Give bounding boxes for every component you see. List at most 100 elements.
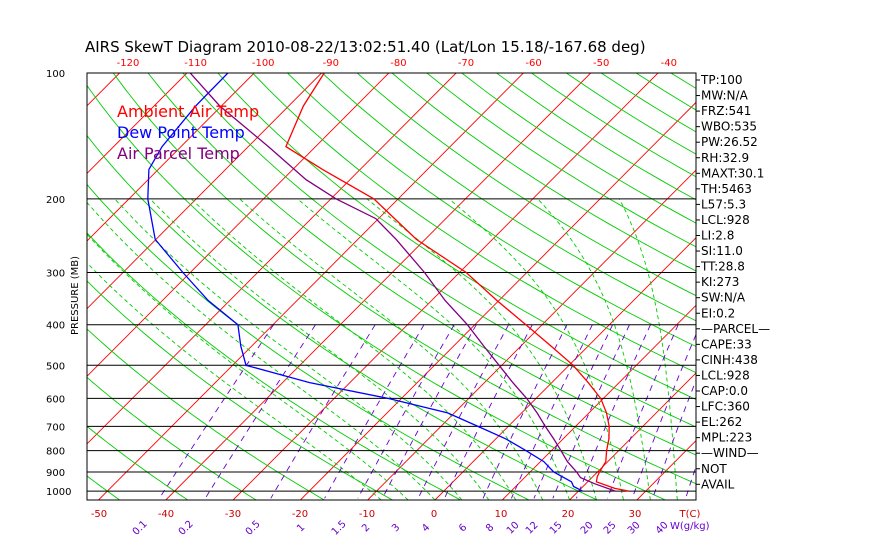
bottom-temp-tick-label: -20: [292, 509, 308, 520]
moist-adiabat-line: [149, 198, 490, 500]
moist-adiabat-line: [448, 198, 624, 500]
series-ambient-air-temp: [285, 73, 630, 492]
mixing-ratio-unit: W(g/kg): [670, 521, 710, 532]
mixing-ratio-line: [381, 324, 477, 499]
top-temp-tick-label: -50: [593, 58, 609, 69]
stat-item: TH:5463: [700, 182, 752, 196]
stat-item: —WIND—: [701, 446, 759, 460]
stat-item: TP:100: [700, 73, 743, 87]
moist-adiabat-line: [537, 198, 651, 500]
dry-adiabat-line: [391, 73, 696, 272]
stat-item: L57:5.3: [701, 197, 746, 211]
bottom-temp-tick-label: -50: [91, 509, 107, 520]
pressure-tick-label: 100: [46, 69, 65, 80]
top-temp-tick-label: -120: [117, 58, 140, 69]
moist-adiabat-line: [87, 201, 436, 500]
mixing-ratio-label: 10: [505, 520, 522, 537]
stat-item: MPL:223: [701, 431, 752, 445]
pressure-tick-label: 300: [46, 269, 65, 280]
moist-adiabat-line: [87, 233, 409, 500]
mixing-ratio-line: [482, 324, 568, 499]
isotherm-line: [87, 73, 457, 445]
mixing-ratio-line: [444, 324, 533, 499]
moist-adiabat-line: [190, 198, 517, 500]
mixing-ratio-label: 8: [484, 522, 496, 534]
moist-adiabat-line: [366, 198, 597, 500]
series-line: [147, 73, 583, 492]
mixing-ratio-line: [533, 324, 614, 499]
top-temp-tick-label: -100: [252, 58, 275, 69]
mixing-ratio-label: 15: [548, 520, 565, 537]
series-line: [285, 73, 630, 492]
mixing-ratio-line: [324, 324, 425, 499]
mixing-ratio-label: 30: [626, 520, 643, 537]
bottom-temp-tick-label: 20: [562, 509, 575, 520]
stat-item: WBO:535: [701, 120, 757, 134]
plot-frame: [86, 72, 697, 501]
dry-adiabat-line: [217, 73, 696, 401]
isotherm-line: [87, 73, 188, 175]
top-temp-tick-label: -70: [458, 58, 474, 69]
pressure-tick-label: 400: [46, 321, 65, 332]
isotherm-line: [434, 237, 696, 500]
chart-title: AIRS SkewT Diagram 2010-08-22/13:02:51.4…: [85, 38, 646, 56]
stat-item: NOT: [701, 462, 727, 476]
dry-adiabat-line: [87, 134, 598, 500]
mixing-ratio-line: [631, 333, 696, 499]
stat-item: CINH:438: [701, 353, 758, 367]
moist-adiabat-line: [297, 198, 571, 500]
isotherm-line: [300, 101, 696, 500]
top-temp-tick-label: -80: [390, 58, 406, 69]
bottom-temp-tick-label: 10: [495, 509, 508, 520]
isotherm-line: [87, 73, 120, 107]
dry-adiabat-line: [182, 73, 696, 428]
stat-item: KI:273: [701, 275, 739, 289]
stat-item: CAP:0.0: [701, 384, 748, 398]
mixing-ratio-label: 3: [390, 522, 402, 534]
top-temp-tick-label: -40: [661, 58, 677, 69]
bottom-temp-tick-label: 30: [629, 509, 642, 520]
series-layer: [147, 73, 630, 492]
dry-adiabat-line: [426, 73, 696, 248]
top-temp-tick-label: -110: [184, 58, 207, 69]
isotherm-line: [569, 372, 696, 500]
dry-adiabat-line: [112, 73, 696, 485]
bottom-temp-tick-label: -30: [225, 509, 241, 520]
mixing-ratio-label: 2: [360, 522, 372, 534]
dry-adiabat-line: [87, 376, 257, 500]
legend-entry: Air Parcel Temp: [117, 144, 240, 163]
isotherm-line: [87, 73, 255, 242]
mixing-ratio-label: 1: [295, 522, 307, 534]
dry-adiabat-line: [496, 73, 696, 201]
mixing-ratio-label: 25: [602, 520, 619, 537]
moist-adiabat-line: [114, 198, 463, 500]
isotherm-line: [0, 73, 52, 500]
dry-adiabat-line: [87, 183, 530, 500]
isotherm-line: [87, 73, 322, 310]
y-axis-label: PRESSURE (MB): [70, 256, 81, 335]
mixing-ratio-line: [204, 324, 316, 499]
dry-adiabat-line: [147, 73, 696, 456]
pressure-tick-label: 500: [46, 361, 65, 372]
mixing-ratio-label: 0.2: [177, 519, 196, 538]
series-line: [189, 73, 616, 492]
pressure-tick-label: 900: [46, 468, 65, 479]
pressure-tick-label: 1000: [46, 487, 71, 498]
top-temp-tick-label: -60: [525, 58, 541, 69]
dry-adiabat-line: [321, 73, 696, 322]
dry-adiabat-line: [356, 73, 696, 297]
moist-adiabat-line: [87, 262, 382, 500]
mixing-ratio-label: 0.5: [244, 519, 263, 538]
stat-item: FRZ:541: [701, 104, 751, 118]
mixing-ratio-label: 12: [524, 520, 541, 537]
dry-adiabat-line: [87, 328, 325, 500]
stat-item: SW:N/A: [701, 291, 746, 305]
isotherm-line: [98, 73, 524, 500]
stat-item: LCL:928: [701, 213, 750, 227]
stat-item: EI:0.2: [701, 306, 735, 320]
legend: Ambient Air Temp Dew Point Temp Air Parcel…: [117, 102, 259, 163]
stat-item: PW:26.52: [701, 135, 758, 149]
mixing-ratio-line: [510, 324, 593, 499]
mixing-ratio-line: [652, 378, 696, 499]
